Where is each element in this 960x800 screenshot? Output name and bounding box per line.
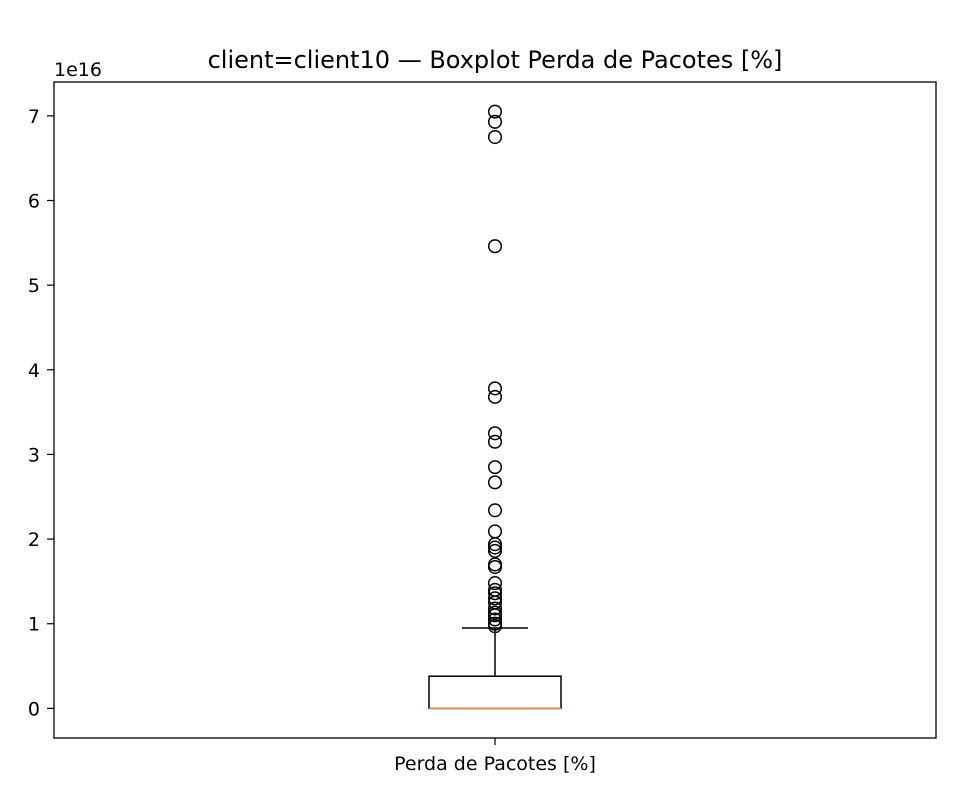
y-tick-label: 4 — [28, 360, 40, 382]
y-tick-label: 5 — [28, 275, 40, 297]
outlier-point — [487, 114, 503, 129]
outlier-point — [487, 537, 503, 552]
outlier-point — [487, 559, 503, 575]
outlier-point — [487, 104, 503, 119]
x-tick-label: Perda de Pacotes [%] — [394, 753, 596, 775]
outlier-point — [487, 608, 503, 623]
y-tick-label: 0 — [28, 698, 40, 720]
box-iqr — [428, 675, 562, 710]
outlier-point — [487, 601, 503, 616]
outlier-point — [487, 426, 503, 441]
outlier-point — [487, 475, 503, 490]
outlier-point — [487, 434, 503, 449]
outlier-point — [487, 591, 503, 606]
outlier-point — [487, 129, 503, 145]
outlier-point — [487, 576, 503, 591]
outlier-point — [487, 460, 503, 475]
y-tick-label: 7 — [28, 106, 40, 128]
outlier-point — [487, 612, 503, 627]
outlier-point — [487, 503, 503, 518]
y-tick-label: 1 — [28, 614, 40, 636]
chart-title: client=client10 — Boxplot Perda de Pacot… — [208, 46, 783, 74]
outlier-point — [487, 586, 503, 601]
y-axis-offset-label: 1e16 — [54, 59, 102, 81]
outlier-point — [487, 389, 503, 404]
outlier-point — [487, 543, 503, 558]
plot-area: 0 1 2 3 4 5 6 7 Perda de Pacotes [%] — [28, 81, 937, 775]
outlier-point — [487, 524, 503, 539]
outlier-point — [487, 381, 503, 396]
outlier-point — [487, 619, 503, 634]
y-tick-label: 3 — [28, 444, 40, 466]
outlier-point — [487, 239, 503, 254]
outlier-point — [487, 540, 503, 555]
y-tick-label: 2 — [28, 529, 40, 551]
y-tick-label: 6 — [28, 191, 40, 213]
